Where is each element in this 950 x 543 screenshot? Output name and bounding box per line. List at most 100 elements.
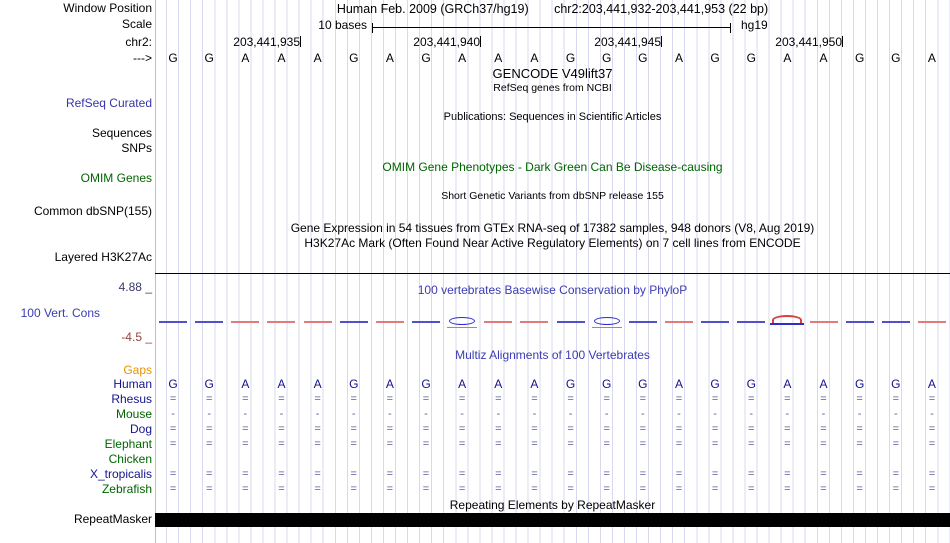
human-base-letter: A bbox=[927, 377, 936, 391]
alignment-symbol-x-tropicalis: = bbox=[495, 468, 502, 480]
alignment-symbol-elephant: = bbox=[711, 438, 719, 450]
track-label-elephant[interactable]: Elephant bbox=[104, 437, 152, 451]
scale-bar-line bbox=[373, 27, 730, 28]
track-label-snps[interactable]: SNPs bbox=[121, 141, 152, 155]
repeatmasker-track-title[interactable]: Repeating Elements by RepeatMasker bbox=[449, 498, 656, 512]
track-label-4-5: -4.5 _ bbox=[121, 330, 152, 344]
conservation-dash bbox=[917, 321, 946, 323]
refseq-track-title[interactable]: RefSeq genes from NCBI bbox=[493, 82, 612, 94]
alignment-symbol-dog: = bbox=[711, 423, 719, 435]
alignment-symbol-elephant: = bbox=[603, 438, 610, 450]
scale-bar bbox=[372, 23, 731, 33]
track-label-layered-h3k27ac[interactable]: Layered H3K27Ac bbox=[54, 250, 152, 264]
h3k27ac-track-title[interactable]: H3K27Ac Mark (Often Found Near Active Re… bbox=[304, 236, 801, 250]
alignment-symbol-zebrafish: = bbox=[350, 483, 357, 495]
conservation-lens-glyph bbox=[449, 317, 476, 325]
alignment-symbol-mouse: - bbox=[460, 408, 464, 420]
human-base-letter: A bbox=[313, 377, 322, 391]
human-base-letter: A bbox=[458, 377, 467, 391]
track-label-dog[interactable]: Dog bbox=[129, 422, 152, 436]
track-label-refseq-curated[interactable]: RefSeq Curated bbox=[65, 96, 152, 110]
alignment-symbol-x-tropicalis: = bbox=[567, 468, 574, 480]
human-base-letter: A bbox=[783, 377, 792, 391]
track-label-mouse[interactable]: Mouse bbox=[115, 407, 152, 421]
repeatmasker-element-bar[interactable] bbox=[155, 513, 950, 527]
omim-track-title[interactable]: OMIM Gene Phenotypes - Dark Green Can Be… bbox=[382, 160, 723, 174]
alignment-symbol-x-tropicalis: = bbox=[892, 468, 899, 480]
base-letter: A bbox=[927, 51, 936, 65]
alignment-symbol-x-tropicalis: = bbox=[205, 468, 213, 480]
conservation-dash bbox=[159, 321, 188, 323]
alignment-symbol-zebrafish: = bbox=[314, 483, 321, 495]
alignment-symbol-zebrafish: = bbox=[531, 483, 538, 495]
track-label-gaps[interactable]: Gaps bbox=[123, 363, 152, 377]
track-label-repeatmasker[interactable]: RepeatMasker bbox=[73, 512, 152, 526]
track-label-chr2: chr2: bbox=[125, 35, 152, 49]
conservation-dash bbox=[556, 321, 585, 323]
track-label-rhesus[interactable]: Rhesus bbox=[111, 392, 152, 406]
alignment-symbol-rhesus: = bbox=[531, 393, 538, 405]
track-label-common-dbsnp-155[interactable]: Common dbSNP(155) bbox=[33, 204, 152, 218]
conservation-dash bbox=[845, 321, 874, 323]
gtex-track-title[interactable]: Gene Expression in 54 tissues from GTEx … bbox=[290, 221, 815, 235]
conservation-dash bbox=[231, 321, 260, 323]
track-label-omim-genes[interactable]: OMIM Genes bbox=[80, 171, 152, 185]
track-label-scale: Scale bbox=[121, 17, 152, 31]
publications-track-title[interactable]: Publications: Sequences in Scientific Ar… bbox=[443, 111, 662, 123]
alignment-symbol-zebrafish: = bbox=[892, 483, 899, 495]
alignment-symbol-x-tropicalis: = bbox=[458, 468, 466, 480]
dbsnp-track-title[interactable]: Short Genetic Variants from dbSNP releas… bbox=[441, 190, 664, 202]
alignment-symbol-x-tropicalis: = bbox=[711, 468, 719, 480]
alignment-symbol-mouse: - bbox=[243, 408, 248, 420]
track-label-100-vert-cons[interactable]: 100 Vert. Cons bbox=[20, 306, 100, 320]
conservation-dash bbox=[303, 321, 332, 323]
base-position-gridlines bbox=[155, 0, 950, 543]
multiz-track-title[interactable]: Multiz Alignments of 100 Vertebrates bbox=[455, 348, 650, 362]
alignment-symbol-mouse: - bbox=[857, 408, 862, 420]
alignment-symbol-elephant: = bbox=[784, 438, 791, 450]
conservation-dash bbox=[881, 321, 910, 323]
conservation-lens-underline bbox=[447, 327, 478, 328]
alignment-symbol-x-tropicalis: = bbox=[386, 468, 394, 480]
phylop-track-title[interactable]: 100 vertebrates Basewise Conservation by… bbox=[417, 283, 688, 297]
alignment-symbol-dog: = bbox=[314, 423, 321, 435]
human-base-letter: A bbox=[494, 377, 503, 391]
track-label-human[interactable]: Human bbox=[113, 377, 152, 391]
alignment-symbol-mouse: - bbox=[640, 408, 645, 420]
alignment-symbol-dog: = bbox=[350, 423, 357, 435]
track-label-zebrafish[interactable]: Zebrafish bbox=[101, 482, 152, 496]
base-letter: G bbox=[746, 51, 756, 65]
alignment-symbol-x-tropicalis: = bbox=[278, 468, 285, 480]
alignment-symbol-zebrafish: = bbox=[928, 483, 936, 495]
human-base-letter: G bbox=[204, 377, 214, 391]
human-base-letter: G bbox=[891, 377, 901, 391]
alignment-symbol-x-tropicalis: = bbox=[169, 468, 177, 480]
alignment-symbol-dog: = bbox=[892, 423, 899, 435]
alignment-symbol-x-tropicalis: = bbox=[422, 468, 430, 480]
genome-assembly-text: Human Feb. 2009 (GRCh37/hg19) bbox=[336, 2, 529, 16]
track-label-sequences[interactable]: Sequences bbox=[91, 126, 152, 140]
gencode-track-title[interactable]: GENCODE V49lift37 bbox=[492, 66, 613, 81]
conservation-dash bbox=[375, 321, 404, 323]
alignment-symbol-mouse: - bbox=[677, 408, 681, 420]
conservation-dash bbox=[628, 321, 657, 323]
base-letter: A bbox=[494, 51, 503, 65]
conservation-peak-glyph bbox=[772, 315, 803, 325]
alignment-symbol-elephant: = bbox=[892, 438, 899, 450]
track-label-chicken[interactable]: Chicken bbox=[108, 452, 152, 466]
track-label-x-tropicalis[interactable]: X_tropicalis bbox=[89, 467, 152, 481]
alignment-symbol-elephant: = bbox=[205, 438, 213, 450]
alignment-symbol-zebrafish: = bbox=[278, 483, 285, 495]
alignment-symbol-rhesus: = bbox=[458, 393, 466, 405]
alignment-symbol-x-tropicalis: = bbox=[603, 468, 610, 480]
alignment-symbol-x-tropicalis: = bbox=[531, 468, 538, 480]
alignment-symbol-x-tropicalis: = bbox=[639, 468, 647, 480]
alignment-symbol-elephant: = bbox=[567, 438, 574, 450]
alignment-symbol-dog: = bbox=[675, 423, 683, 435]
alignment-symbol-mouse: - bbox=[821, 408, 826, 420]
human-base-letter: G bbox=[349, 377, 359, 391]
alignment-symbol-zebrafish: = bbox=[748, 483, 755, 495]
alignment-symbol-rhesus: = bbox=[495, 393, 502, 405]
alignment-symbol-dog: = bbox=[856, 423, 863, 435]
